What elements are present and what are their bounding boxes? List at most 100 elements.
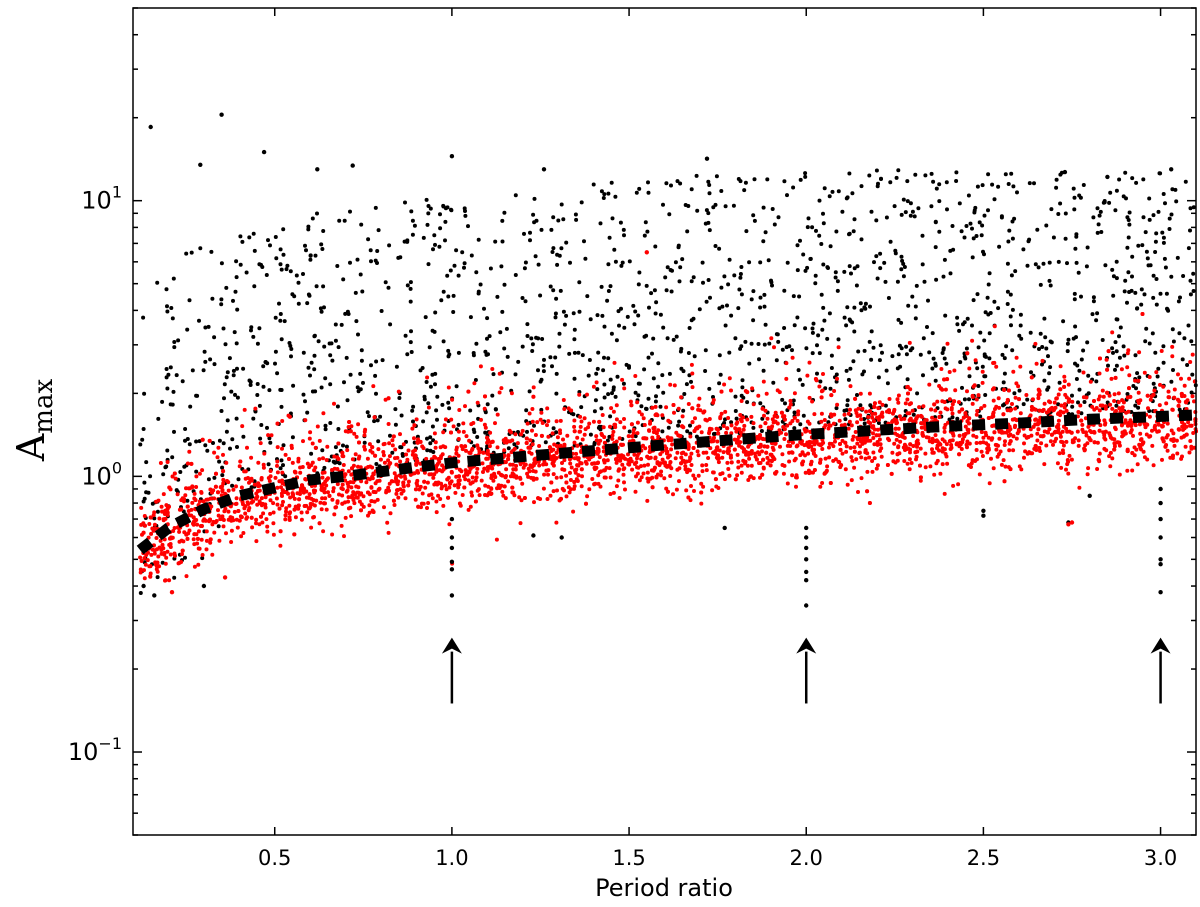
black-point: [770, 207, 775, 211]
red-point: [957, 400, 961, 405]
black-point: [855, 264, 860, 269]
red-point: [1076, 438, 1081, 443]
red-point: [659, 473, 663, 478]
red-point: [197, 471, 202, 476]
red-point: [469, 422, 474, 427]
red-point: [467, 450, 472, 455]
black-point: [976, 384, 981, 388]
red-point: [530, 419, 535, 424]
black-point: [685, 229, 690, 234]
black-point: [274, 256, 279, 261]
black-point: [530, 342, 535, 347]
black-point: [1147, 217, 1152, 222]
black-point: [915, 391, 920, 396]
red-point: [432, 482, 437, 487]
black-point: [975, 366, 980, 371]
black-point: [654, 300, 659, 305]
red-point: [254, 521, 258, 526]
red-point: [870, 415, 875, 420]
black-point: [665, 265, 670, 270]
red-point: [711, 438, 716, 443]
red-point: [1062, 405, 1067, 410]
black-point: [651, 336, 656, 341]
black-point: [219, 297, 224, 302]
red-point: [449, 417, 454, 422]
red-point: [909, 401, 913, 406]
red-point: [911, 419, 915, 424]
red-point: [518, 475, 522, 480]
red-point: [758, 475, 762, 480]
black-point: [896, 352, 901, 357]
black-point: [301, 350, 306, 355]
black-point: [454, 384, 459, 389]
red-point: [1110, 456, 1115, 461]
red-point: [1144, 432, 1149, 437]
red-point: [689, 362, 694, 367]
black-point: [222, 396, 226, 401]
red-point: [191, 522, 196, 527]
black-point: [595, 313, 600, 318]
red-point: [453, 490, 458, 495]
black-point: [152, 516, 157, 521]
red-point: [486, 484, 491, 489]
red-point: [741, 427, 746, 432]
red-point: [564, 473, 569, 478]
red-point: [1125, 365, 1130, 370]
black-point: [695, 208, 700, 213]
red-point: [664, 486, 669, 491]
red-point: [292, 532, 297, 537]
red-point: [635, 453, 640, 458]
black-point: [1057, 380, 1062, 385]
red-point: [312, 503, 317, 508]
black-point: [701, 280, 705, 285]
red-point: [163, 561, 168, 566]
red-point: [312, 490, 317, 495]
black-point: [1171, 368, 1175, 372]
red-point: [642, 463, 647, 468]
black-point: [249, 328, 253, 333]
black-point: [966, 193, 971, 198]
red-point: [235, 525, 240, 530]
red-point: [894, 418, 899, 423]
red-point: [720, 455, 725, 460]
black-point: [493, 239, 498, 244]
red-point: [875, 463, 880, 468]
red-point: [177, 539, 182, 544]
black-point: [1070, 393, 1074, 398]
black-point: [449, 207, 453, 212]
black-point: [937, 229, 942, 234]
red-point: [735, 420, 740, 425]
red-point: [852, 465, 857, 470]
black-point: [387, 243, 392, 248]
black-point: [677, 279, 682, 284]
red-point: [535, 420, 540, 425]
black-point: [913, 316, 918, 321]
black-point: [1170, 187, 1175, 192]
red-point: [168, 542, 173, 546]
black-point: [1038, 331, 1043, 336]
red-point: [942, 400, 947, 404]
red-point: [854, 411, 859, 415]
black-point: [522, 231, 526, 236]
black-point: [599, 189, 604, 194]
red-point: [414, 417, 419, 422]
black-point: [821, 211, 825, 216]
red-point: [813, 377, 818, 381]
black-point: [836, 337, 841, 342]
red-point: [594, 380, 599, 385]
red-point: [1148, 434, 1153, 439]
black-point: [1188, 228, 1192, 233]
red-point: [1171, 439, 1176, 443]
red-point: [807, 360, 812, 365]
red-point: [185, 504, 190, 509]
black-point: [1191, 289, 1196, 293]
red-point: [544, 462, 549, 467]
black-point: [553, 355, 558, 360]
red-point: [735, 439, 740, 444]
red-point: [307, 492, 312, 497]
red-point: [456, 429, 461, 434]
black-point: [1042, 378, 1047, 383]
black-point: [221, 441, 226, 446]
black-point: [255, 341, 260, 346]
red-point: [1047, 399, 1051, 404]
